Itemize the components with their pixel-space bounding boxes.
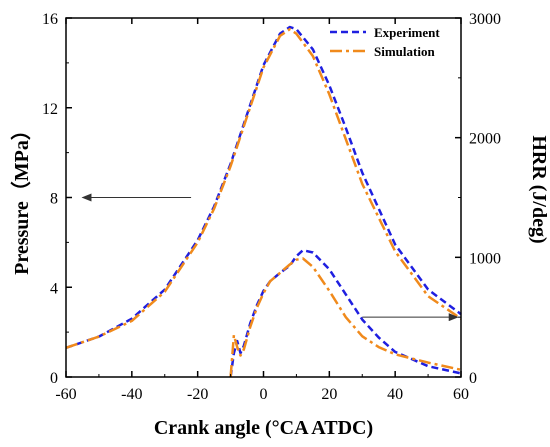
experiment-hrr-line bbox=[229, 248, 462, 378]
x-tick-label: 0 bbox=[260, 386, 268, 403]
experiment-pressure-line bbox=[65, 25, 462, 349]
y-left-tick-label: 8 bbox=[50, 191, 58, 208]
x-tick-label: -20 bbox=[187, 386, 208, 403]
y-right-tick-label: 3000 bbox=[469, 11, 501, 28]
x-tick-label: -40 bbox=[121, 386, 142, 403]
legend-label-experiment: Experiment bbox=[374, 25, 440, 40]
y-right-tick-label: 0 bbox=[469, 370, 477, 387]
y-left-tick-label: 16 bbox=[42, 11, 58, 28]
y-left-tick-label: 4 bbox=[50, 280, 58, 297]
x-tick-label: -60 bbox=[55, 386, 76, 403]
x-axis-title: Crank angle (°CA ATDC) bbox=[154, 417, 373, 439]
x-tick-label: 20 bbox=[321, 386, 337, 403]
plot-area bbox=[65, 25, 462, 378]
legend: Experiment Simulation bbox=[330, 25, 440, 59]
y-right-tick-label: 2000 bbox=[469, 131, 501, 148]
y-left-tick-label: 0 bbox=[50, 370, 58, 387]
y-left-axis-title: Pressure（MPa） bbox=[10, 120, 33, 275]
y-left-tick-label: 12 bbox=[42, 101, 58, 118]
legend-label-simulation: Simulation bbox=[374, 44, 435, 59]
x-tick-label: 40 bbox=[387, 386, 403, 403]
simulation-hrr-line bbox=[229, 257, 462, 378]
y-right-tick-label: 1000 bbox=[469, 250, 501, 267]
simulation-pressure-line bbox=[65, 27, 462, 349]
y-right-axis-title: HRR (J/deg) bbox=[528, 135, 550, 243]
axes: -60 -40 -20 0 20 40 6004812160100020003000Cran… bbox=[10, 11, 550, 439]
x-tick-label: 60 bbox=[453, 386, 469, 403]
